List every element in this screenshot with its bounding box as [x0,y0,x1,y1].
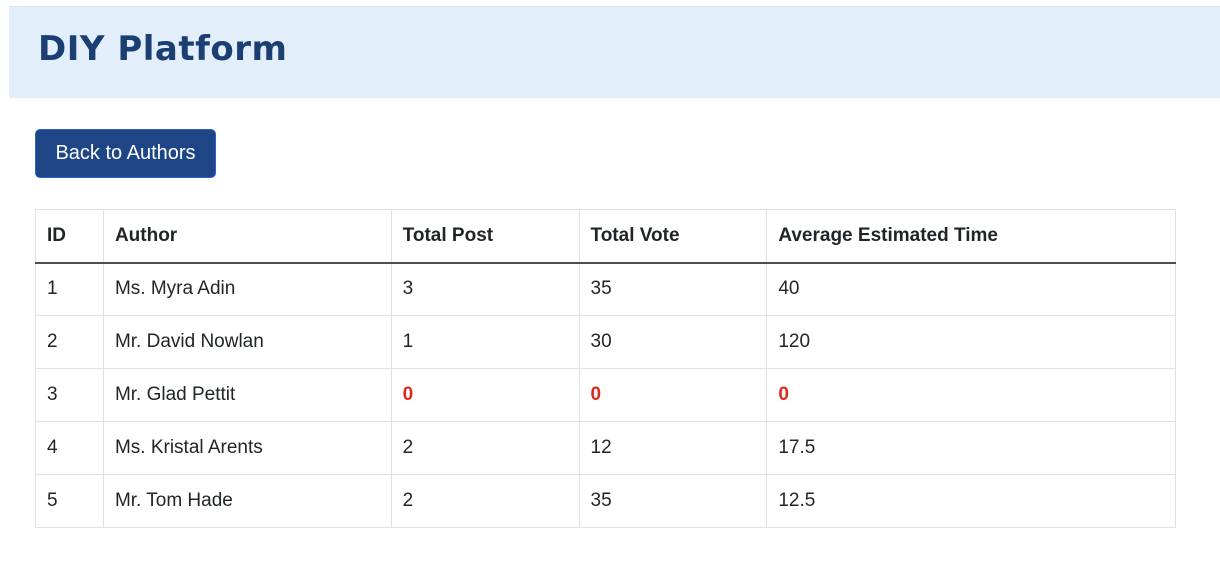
top-strip [0,0,1220,6]
cell-average-time: 12.5 [766,474,1176,528]
cell-average-time: 40 [766,262,1176,316]
column-header-total-post: Total Post [390,209,580,264]
table-row: 3 Mr. Glad Pettit 0 0 0 [35,368,1176,422]
cell-id: 4 [35,421,104,475]
cell-total-post: 2 [390,474,580,528]
table-row: 1 Ms. Myra Adin 3 35 40 [35,262,1176,316]
back-to-authors-button[interactable]: Back to Authors [35,129,216,178]
cell-author: Mr. Glad Pettit [102,368,392,422]
cell-total-post: 2 [390,421,580,475]
table-header: ID Author Total Post Total Vote Average … [35,209,1176,264]
author-stats-table: ID Author Total Post Total Vote Average … [35,209,1176,528]
column-header-id: ID [35,209,104,264]
column-header-author: Author [102,209,392,264]
site-header: DIY Platform [9,6,1220,98]
cell-average-time: 0 [766,368,1176,422]
cell-author: Ms. Kristal Arents [102,421,392,475]
cell-author: Ms. Myra Adin [102,262,392,316]
column-header-total-vote: Total Vote [578,209,768,264]
table-row: 5 Mr. Tom Hade 2 35 12.5 [35,474,1176,528]
cell-average-time: 17.5 [766,421,1176,475]
cell-id: 2 [35,315,104,369]
cell-author: Mr. David Nowlan [102,315,392,369]
cell-total-vote: 35 [578,474,768,528]
cell-total-vote: 30 [578,315,768,369]
cell-author: Mr. Tom Hade [102,474,392,528]
cell-total-vote: 35 [578,262,768,316]
table-row: 2 Mr. David Nowlan 1 30 120 [35,315,1176,369]
table-body: 1 Ms. Myra Adin 3 35 40 2 Mr. David Nowl… [35,262,1176,528]
cell-id: 3 [35,368,104,422]
cell-total-vote: 0 [578,368,768,422]
cell-total-post: 0 [390,368,580,422]
column-header-average-estimated-time: Average Estimated Time [766,209,1176,264]
cell-average-time: 120 [766,315,1176,369]
cell-total-vote: 12 [578,421,768,475]
cell-id: 1 [35,262,104,316]
cell-total-post: 1 [390,315,580,369]
brand-title[interactable]: DIY Platform [38,29,288,69]
cell-id: 5 [35,474,104,528]
table-row: 4 Ms. Kristal Arents 2 12 17.5 [35,421,1176,475]
cell-total-post: 3 [390,262,580,316]
header-row: ID Author Total Post Total Vote Average … [35,209,1176,264]
